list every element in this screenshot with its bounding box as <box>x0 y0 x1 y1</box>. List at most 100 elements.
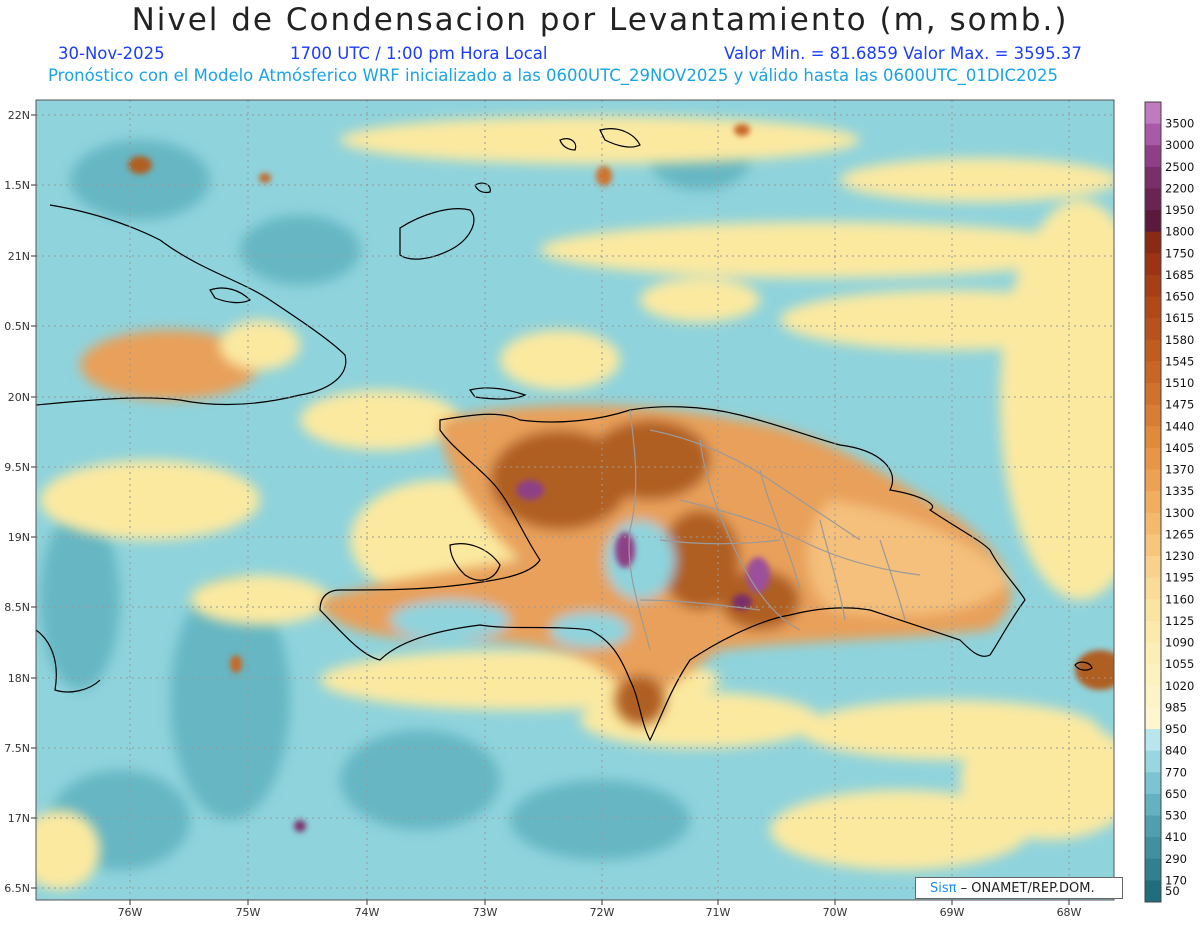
colorbar-swatch <box>1145 620 1161 644</box>
lat-label: 7.5N <box>4 742 30 755</box>
hispaniola-field <box>320 405 1012 725</box>
sispi-logo-text: Sisπ <box>930 881 957 896</box>
colorbar-label: 1300 <box>1165 506 1194 520</box>
map-field <box>36 100 1114 900</box>
lon-label: 68W <box>1057 906 1082 919</box>
model-description: Pronóstico con el Modelo Atmósferico WRF… <box>48 66 1058 85</box>
colorbar-swatch <box>1145 729 1161 752</box>
colorbar-label: 3500 <box>1165 117 1194 131</box>
colorbar-swatch <box>1145 339 1161 362</box>
colorbar-swatch <box>1145 642 1161 665</box>
colorbar-swatch <box>1145 685 1161 708</box>
colorbar-label: 1545 <box>1165 354 1194 368</box>
colorbar-label: 3000 <box>1165 138 1194 152</box>
colorbar-label: 770 <box>1165 765 1187 779</box>
colorbar-label: 1160 <box>1165 592 1194 606</box>
cuba-field <box>80 320 300 400</box>
colorbar-swatch <box>1145 426 1161 449</box>
colorbar-label: 1265 <box>1165 527 1194 541</box>
colorbar-label: 950 <box>1165 722 1187 736</box>
colorbar-label: 1405 <box>1165 441 1194 455</box>
lon-label: 76W <box>118 906 143 919</box>
colorbar-swatch <box>1145 404 1161 427</box>
lat-label: 6.5N <box>4 882 30 895</box>
map-frame <box>35 99 1115 901</box>
credit-organization: – ONAMET/REP.DOM. <box>960 881 1095 896</box>
colorbar: 3500 3000 2500 2200 1950 1800 1750 1685 1650 1615… <box>1144 101 1194 903</box>
colorbar-label: 1685 <box>1165 268 1194 282</box>
colorbar-frame <box>1144 101 1162 903</box>
colorbar-label: 1800 <box>1165 225 1194 239</box>
colorbar-swatch <box>1145 102 1161 125</box>
lon-label: 74W <box>355 906 380 919</box>
colorbar-label: 2200 <box>1165 181 1194 195</box>
colorbar-swatch <box>1145 123 1161 146</box>
colorbar-swatch <box>1145 318 1161 341</box>
lat-label: 22N <box>8 109 30 122</box>
colorbar-label: 1090 <box>1165 636 1194 650</box>
colorbar-label: 1750 <box>1165 246 1194 260</box>
lon-label: 69W <box>940 906 965 919</box>
colorbar-label: 2500 <box>1165 160 1194 174</box>
colorbar-swatch <box>1145 793 1161 817</box>
colorbar-swatch <box>1145 188 1161 211</box>
latitude-labels: 22N 1.5N 21N 0.5N 20N 9.5N 19N 8.5N 18N … <box>4 109 30 895</box>
colorbar-swatch <box>1145 837 1161 860</box>
colorbar-swatch <box>1145 253 1161 276</box>
colorbar-swatch <box>1145 361 1161 384</box>
lat-tick-marks <box>31 114 36 889</box>
lon-label: 70W <box>823 906 848 919</box>
lon-label: 75W <box>236 906 261 919</box>
province-borders <box>628 409 921 651</box>
colorbar-swatch <box>1145 166 1161 189</box>
colorbar-label: 1125 <box>1165 614 1194 628</box>
colorbar-swatch <box>1145 772 1161 795</box>
lat-label: 1.5N <box>4 179 30 192</box>
lat-label: 17N <box>8 812 30 825</box>
colorbar-swatch <box>1145 296 1161 319</box>
colorbar-swatch <box>1145 664 1161 687</box>
colorbar-swatch <box>1145 383 1161 406</box>
colorbar-label: 290 <box>1165 852 1187 866</box>
colorbar-label: 1475 <box>1165 398 1194 412</box>
colorbar-label: 1615 <box>1165 311 1194 325</box>
credit-box: Sisπ – ONAMET/REP.DOM. <box>915 877 1123 899</box>
colorbar-label: 1950 <box>1165 203 1194 217</box>
lat-label: 8.5N <box>4 601 30 614</box>
colorbar-label: 1335 <box>1165 484 1194 498</box>
lat-lon-grid <box>36 100 1114 900</box>
colorbar-label: 1020 <box>1165 679 1194 693</box>
forecast-date: 30-Nov-2025 <box>58 44 165 63</box>
colorbar-label: 530 <box>1165 809 1187 823</box>
lat-label: 21N <box>8 250 30 263</box>
colorbar-swatch <box>1145 815 1161 838</box>
colorbar-label: 1195 <box>1165 571 1194 585</box>
colorbar-swatch <box>1145 577 1161 600</box>
lon-label: 72W <box>590 906 615 919</box>
colorbar-label: 1650 <box>1165 290 1194 304</box>
map-title: Nivel de Condensacion por Levantamiento … <box>131 2 1069 38</box>
lat-label: 0.5N <box>4 320 30 333</box>
colorbar-label: 1055 <box>1165 657 1194 671</box>
colorbar-label: 840 <box>1165 744 1187 758</box>
colorbar-swatch <box>1145 599 1161 622</box>
lat-label: 18N <box>8 672 30 685</box>
colorbar-swatch <box>1145 447 1161 471</box>
colorbar-label: 1510 <box>1165 376 1194 390</box>
colorbar-swatch <box>1145 707 1161 730</box>
colorbar-swatch <box>1145 491 1161 514</box>
colorbar-swatch <box>1145 469 1161 492</box>
colorbar-label: 1440 <box>1165 419 1194 433</box>
colorbar-swatch <box>1145 210 1161 233</box>
forecast-time: 1700 UTC / 1:00 pm Hora Local <box>290 44 548 63</box>
colorbar-label: 50 <box>1165 884 1180 898</box>
lon-tick-marks <box>129 900 1070 905</box>
colorbar-swatch <box>1145 274 1161 298</box>
lat-label: 19N <box>8 531 30 544</box>
lon-label: 71W <box>706 906 731 919</box>
colorbar-swatch <box>1145 512 1161 535</box>
colorbar-label: 1230 <box>1165 549 1194 563</box>
colorbar-swatch <box>1145 858 1161 881</box>
